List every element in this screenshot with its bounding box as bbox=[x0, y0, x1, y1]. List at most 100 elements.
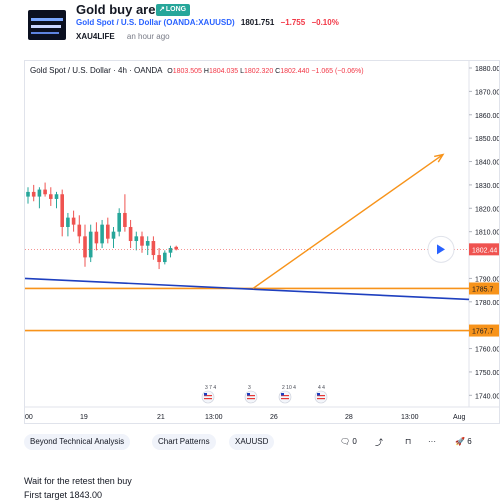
us-flag-icon[interactable] bbox=[314, 390, 328, 404]
rocket-icon: 🚀 bbox=[455, 437, 465, 446]
flag-stripe bbox=[281, 398, 289, 400]
price-tick-label: 1850.00 bbox=[475, 136, 500, 143]
candle-body bbox=[123, 212, 127, 227]
current-price-tag bbox=[469, 243, 499, 256]
symbol-change: −1.755 bbox=[280, 18, 306, 27]
time-tick-label: Aug bbox=[453, 414, 466, 421]
bookmark-button[interactable]: ⊓ bbox=[405, 437, 411, 446]
time-tick-label: 13:00 bbox=[401, 414, 419, 421]
candle-body bbox=[83, 236, 87, 258]
candle-body bbox=[111, 231, 116, 239]
tag-chart-patterns[interactable]: Chart Patterns bbox=[152, 434, 216, 450]
time-tick-label: 28 bbox=[345, 414, 353, 421]
candle-body bbox=[106, 224, 110, 239]
legend-low: 1802.320 bbox=[244, 68, 274, 75]
price-tick-label: 1760.00 bbox=[475, 347, 500, 354]
price-tick-label: 1810.00 bbox=[475, 230, 500, 237]
symbol-link[interactable]: Gold Spot / U.S. Dollar (OANDA:XAUUSD) bbox=[76, 18, 235, 27]
flag-stripe bbox=[317, 395, 325, 397]
more-button[interactable]: ··· bbox=[428, 437, 436, 446]
flag-canton bbox=[317, 393, 320, 396]
price-tick-label: 1790.00 bbox=[475, 276, 500, 283]
chart-panel[interactable]: 1880.00 1870.00 1860.00 1850.00 1840.00 1830.… bbox=[24, 60, 500, 424]
price-tick-label: 1860.00 bbox=[475, 113, 500, 120]
description-line-2: First target 1843.00 bbox=[24, 490, 103, 500]
price-tick-label: 1740.00 bbox=[475, 393, 500, 400]
more-icon: ··· bbox=[428, 437, 436, 446]
chart-legend: Gold Spot / U.S. Dollar · 4h · OANDA O18… bbox=[30, 66, 364, 75]
long-badge-label: LONG bbox=[165, 6, 187, 13]
candle-body bbox=[134, 236, 139, 242]
projection-arrow-head bbox=[434, 153, 445, 163]
author-name[interactable]: XAU4LIFE bbox=[76, 32, 115, 41]
price-tick-label: 1820.00 bbox=[475, 206, 500, 213]
candle-body bbox=[168, 248, 173, 253]
candle-body bbox=[151, 241, 156, 256]
price-tick-label: 1830.00 bbox=[475, 183, 500, 190]
candle-body bbox=[174, 246, 178, 250]
legend-ohlc: O1803.505 H1804.035 L1802.320 C1802.440 … bbox=[167, 68, 364, 75]
idea-title[interactable]: Gold buy area bbox=[76, 2, 163, 17]
description-line-1: Wait for the retest then buy bbox=[24, 476, 132, 486]
boost-button[interactable]: 🚀 6 bbox=[455, 437, 472, 446]
price-chart[interactable]: 1880.00 1870.00 1860.00 1850.00 1840.00 1830.… bbox=[25, 61, 500, 424]
legend-change: −1.065 (−0.06%) bbox=[311, 68, 364, 75]
candle-body bbox=[66, 217, 70, 227]
candle-body bbox=[100, 224, 104, 244]
flag-canton bbox=[247, 393, 250, 396]
candle-body bbox=[54, 194, 59, 199]
flag-stripe bbox=[281, 395, 289, 397]
event-count-label: 2 10 4 bbox=[282, 385, 296, 391]
price-tick-label: 1750.00 bbox=[475, 370, 500, 377]
flag-canton bbox=[281, 393, 284, 396]
boosts-count: 6 bbox=[467, 437, 472, 446]
price-tick-label: 1870.00 bbox=[475, 89, 500, 96]
candle-body bbox=[37, 189, 42, 197]
candle-body bbox=[117, 212, 121, 232]
time-tick-label: 26 bbox=[270, 414, 278, 421]
flag-stripe bbox=[204, 398, 212, 400]
flag-stripe bbox=[204, 395, 212, 397]
projection-arrow-line[interactable] bbox=[252, 153, 444, 290]
support-level-label: 1785.7 bbox=[472, 286, 494, 293]
comments-button[interactable]: 🗨 0 bbox=[340, 437, 357, 446]
legend-close: 1802.440 bbox=[280, 68, 310, 75]
comments-count: 0 bbox=[352, 437, 357, 446]
trend-up-icon: ↗ bbox=[159, 6, 165, 13]
tag-beyond-technical-analysis[interactable]: Beyond Technical Analysis bbox=[24, 434, 131, 450]
candle-body bbox=[26, 191, 30, 197]
us-flag-icon[interactable] bbox=[244, 390, 258, 404]
support-level-tag bbox=[469, 324, 499, 337]
flag-stripe bbox=[317, 398, 325, 400]
candle-body bbox=[77, 224, 82, 237]
legend-high: 1804.035 bbox=[208, 68, 239, 75]
time-tick-label: 21 bbox=[157, 414, 165, 421]
symbol-price: 1801.751 bbox=[240, 18, 275, 27]
candle-body bbox=[43, 189, 47, 195]
author-avatar[interactable] bbox=[28, 10, 66, 40]
bookmark-icon: ⊓ bbox=[405, 437, 412, 446]
trendline[interactable] bbox=[25, 277, 470, 301]
play-icon bbox=[437, 244, 445, 255]
candle-body bbox=[60, 194, 64, 227]
current-price-label: 1802.44 bbox=[472, 247, 497, 254]
candle-body bbox=[140, 236, 144, 246]
us-flag-icon[interactable] bbox=[201, 390, 215, 404]
time-tick-label: 00 bbox=[25, 414, 33, 421]
flag-stripe bbox=[247, 395, 255, 397]
legend-open: 1803.505 bbox=[172, 68, 202, 75]
candle-body bbox=[71, 217, 76, 225]
price-tick-label: 1780.00 bbox=[475, 300, 500, 307]
candle-body bbox=[49, 194, 53, 199]
us-flag-icon[interactable] bbox=[278, 390, 292, 404]
tag-xauusd[interactable]: XAUUSD bbox=[229, 434, 275, 450]
share-button[interactable]: ⤴ bbox=[375, 437, 383, 448]
author-line: XAU4LIFE an hour ago bbox=[76, 32, 170, 41]
candle-body bbox=[128, 226, 133, 242]
event-count-label: 4 4 bbox=[318, 385, 325, 391]
candle-body bbox=[94, 231, 99, 244]
price-tick-label: 1880.00 bbox=[475, 66, 500, 73]
flag-canton bbox=[204, 393, 207, 396]
published-time: an hour ago bbox=[126, 32, 170, 41]
flag-stripe bbox=[247, 398, 255, 400]
